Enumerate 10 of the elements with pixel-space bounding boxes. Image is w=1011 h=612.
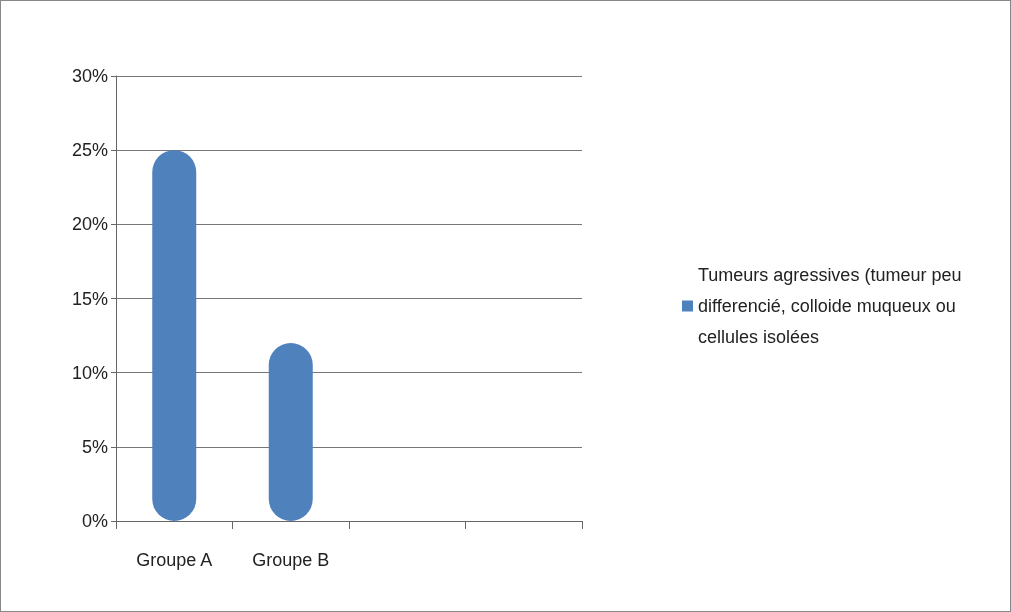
y-tick-label: 20% bbox=[71, 214, 108, 235]
y-tick-label: 15% bbox=[71, 288, 108, 309]
y-tick-label: 30% bbox=[71, 66, 108, 86]
y-tick-label: 0% bbox=[81, 511, 108, 531]
y-tick-label: 5% bbox=[81, 436, 108, 457]
y-tick-label: 10% bbox=[71, 362, 108, 383]
x-tick-label: Groupe B bbox=[252, 550, 330, 570]
x-tick-label: Groupe A bbox=[136, 550, 213, 570]
y-tick-label: 25% bbox=[71, 140, 108, 161]
legend-label: Tumeurs agressives (tumeur peu differencié, colloide muqueux ou cellules isolées bbox=[698, 265, 967, 347]
